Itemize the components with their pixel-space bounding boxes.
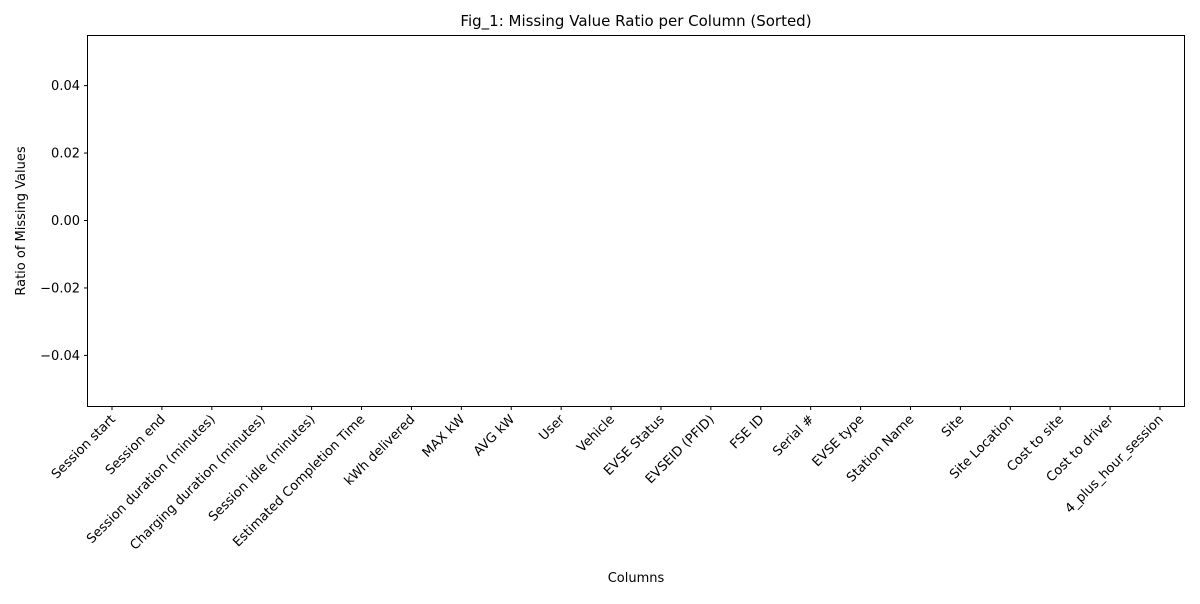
y-axis-label: Ratio of Missing Values bbox=[14, 146, 29, 295]
y-tick-label: −0.02 bbox=[40, 281, 80, 296]
y-tick-label: −0.04 bbox=[40, 349, 80, 364]
y-tick-label: 0.02 bbox=[51, 147, 80, 162]
plot-area-frame bbox=[87, 35, 1185, 407]
chart-title: Fig_1: Missing Value Ratio per Column (S… bbox=[460, 12, 811, 31]
y-tick-label: 0.00 bbox=[51, 214, 80, 229]
x-axis-label: Columns bbox=[608, 571, 665, 586]
y-axis-ticks: −0.04 −0.02 0.00 0.02 0.04 bbox=[40, 79, 88, 364]
y-tick-label: 0.04 bbox=[51, 79, 80, 94]
